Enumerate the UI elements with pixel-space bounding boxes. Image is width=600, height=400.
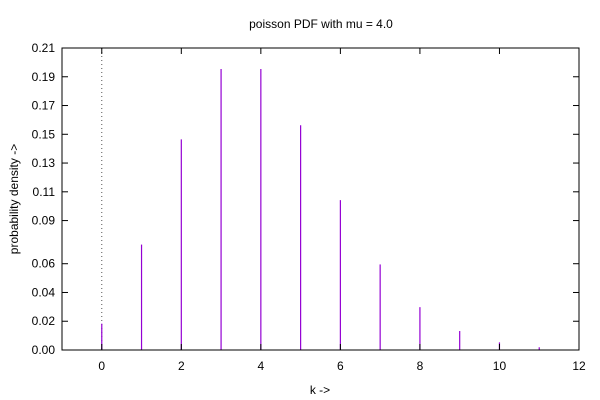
y-tick-label: 0.06: [32, 257, 56, 271]
x-tick-label: 10: [493, 359, 507, 373]
y-tick-label: 0.17: [32, 99, 56, 113]
x-tick-label: 4: [258, 359, 265, 373]
y-axis-label: probability density ->: [7, 144, 21, 254]
y-tick-label: 0.19: [32, 70, 56, 84]
x-tick-label: 2: [178, 359, 185, 373]
x-tick-label: 6: [337, 359, 344, 373]
plot-frame: [61, 47, 580, 351]
x-tick-label: 0: [98, 359, 105, 373]
x-tick-label: 8: [417, 359, 424, 373]
x-tick-label: 12: [572, 359, 586, 373]
ticks-group: 0.00 0.02 0.04 0.06 0.09 0.11 0.13 0.15 0.17 0.19…: [32, 41, 586, 373]
chart-title: poisson PDF with mu = 4.0: [249, 17, 393, 31]
y-tick-label: 0.02: [32, 314, 56, 328]
y-tick-label: 0.00: [32, 343, 56, 357]
y-tick-label: 0.09: [32, 214, 56, 228]
y-tick-label: 0.04: [32, 285, 56, 299]
bars-group: [101, 68, 540, 350]
y-tick-label: 0.21: [32, 41, 56, 55]
y-tick-label: 0.15: [32, 127, 56, 141]
x-axis-label: k ->: [310, 383, 330, 397]
y-tick-label: 0.11: [33, 185, 56, 199]
y-tick-label: 0.13: [32, 156, 56, 170]
